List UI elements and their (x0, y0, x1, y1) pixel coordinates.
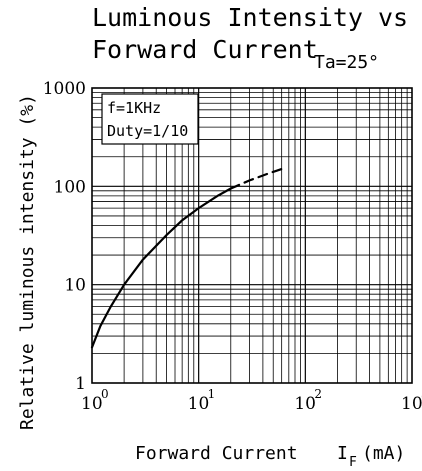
x-axis-title: Forward Current (135, 443, 298, 464)
x-axis-subscript: F (349, 455, 357, 470)
test-condition-box (101, 93, 199, 145)
x-tick-exponent: 0 (101, 387, 109, 401)
series-line-extrapolated (229, 167, 283, 190)
y-axis-title: Relative luminous intensity (%) (17, 94, 38, 430)
x-tick-label: 100 (81, 387, 109, 414)
tick-labels: 1101001000100101102103 (43, 79, 422, 414)
x-axis-unit: (mA) (362, 443, 405, 464)
x-tick-exponent: 1 (208, 387, 216, 401)
x-tick-base: 10 (81, 394, 103, 414)
plot-frame (91, 87, 413, 384)
y-tick-label: 10 (64, 276, 86, 296)
chart-title-line2: Forward Current (92, 35, 318, 64)
x-tick-base: 10 (401, 394, 422, 414)
series-line-measured (90, 187, 232, 349)
x-tick-base: 10 (294, 394, 316, 414)
y-tick-label: 1000 (43, 79, 86, 99)
x-tick-exponent: 2 (314, 387, 322, 401)
duty-label: Duty=1/10 (107, 122, 188, 140)
x-tick-base: 10 (188, 394, 210, 414)
x-tick-label: 103 (401, 387, 422, 414)
series-group (90, 167, 283, 349)
ambient-temperature-label: Ta=25° (314, 52, 379, 73)
x-tick-label: 101 (188, 387, 216, 414)
chart-title-line1: Luminous Intensity vs (92, 3, 408, 32)
frequency-label: f=1KHz (107, 99, 161, 117)
y-tick-label: 1 (75, 374, 86, 394)
y-tick-label: 100 (54, 177, 86, 197)
x-tick-label: 102 (294, 387, 322, 414)
x-axis-symbol: I (337, 443, 348, 464)
